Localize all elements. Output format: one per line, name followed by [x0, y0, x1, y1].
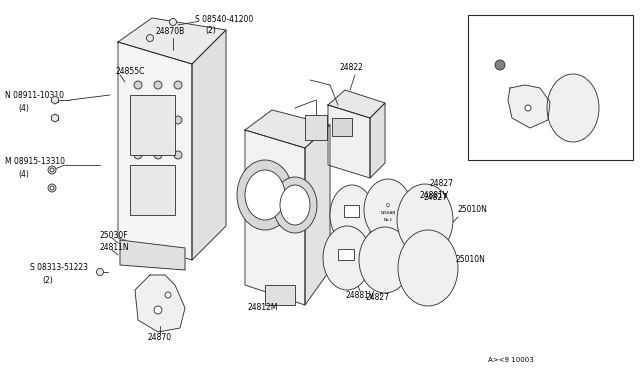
Polygon shape: [120, 240, 185, 270]
Circle shape: [147, 35, 154, 42]
Circle shape: [134, 81, 142, 89]
Bar: [468, 15, 633, 160]
Text: Q: Q: [386, 202, 390, 208]
Text: NISSAN: NISSAN: [380, 211, 396, 215]
Text: A><9 10003: A><9 10003: [488, 357, 534, 363]
Bar: [344, 205, 359, 217]
Polygon shape: [328, 90, 385, 118]
Bar: [305, 115, 327, 140]
Text: 24812M: 24812M: [248, 304, 278, 312]
Circle shape: [154, 306, 162, 314]
Circle shape: [50, 168, 54, 172]
Text: 24870: 24870: [148, 334, 172, 343]
Circle shape: [134, 186, 142, 194]
Polygon shape: [52, 96, 58, 104]
Text: (4): (4): [18, 103, 29, 112]
Polygon shape: [192, 30, 226, 260]
Polygon shape: [52, 114, 58, 122]
Ellipse shape: [245, 170, 285, 220]
Text: 24827: 24827: [423, 193, 447, 202]
Circle shape: [48, 166, 56, 174]
Text: 25010N: 25010N: [458, 205, 488, 215]
Text: 24822: 24822: [340, 64, 364, 73]
Circle shape: [154, 151, 162, 159]
Text: 24881V: 24881V: [420, 190, 449, 199]
Text: (2): (2): [42, 276, 52, 285]
Circle shape: [154, 186, 162, 194]
Circle shape: [165, 292, 171, 298]
Text: 24855C: 24855C: [115, 67, 145, 77]
Text: DP:VG30T(GLL): DP:VG30T(GLL): [473, 22, 538, 32]
Text: 24827: 24827: [555, 71, 579, 80]
Text: 24811N: 24811N: [100, 244, 130, 253]
Text: S 08540-41200: S 08540-41200: [195, 16, 253, 25]
Text: N 08911-10310: N 08911-10310: [5, 90, 64, 99]
Text: 24881V: 24881V: [345, 291, 374, 299]
Text: 24827: 24827: [430, 179, 454, 187]
Text: M 08915-13310: M 08915-13310: [5, 157, 65, 167]
Ellipse shape: [359, 227, 411, 293]
Text: 25010N: 25010N: [455, 256, 485, 264]
Ellipse shape: [237, 160, 293, 230]
Bar: [130, 165, 175, 215]
Bar: [332, 118, 352, 136]
Polygon shape: [245, 110, 330, 148]
Circle shape: [174, 81, 182, 89]
Bar: [130, 95, 175, 155]
Ellipse shape: [397, 184, 453, 256]
Circle shape: [134, 151, 142, 159]
Ellipse shape: [364, 179, 412, 241]
Circle shape: [97, 269, 104, 276]
Text: No.1: No.1: [383, 218, 392, 222]
Ellipse shape: [398, 230, 458, 306]
Polygon shape: [508, 85, 550, 128]
Ellipse shape: [330, 185, 374, 245]
Polygon shape: [118, 18, 226, 64]
Text: 24895M: 24895M: [510, 45, 541, 55]
Text: 25030F: 25030F: [100, 231, 129, 240]
Polygon shape: [245, 130, 305, 305]
Circle shape: [154, 116, 162, 124]
Circle shape: [174, 151, 182, 159]
Text: 24827: 24827: [366, 294, 390, 302]
Bar: [265, 285, 295, 305]
Circle shape: [525, 105, 531, 111]
Circle shape: [170, 19, 177, 26]
Circle shape: [50, 186, 54, 190]
Polygon shape: [370, 103, 385, 178]
Text: (4): (4): [18, 170, 29, 180]
Text: 24870B: 24870B: [155, 28, 184, 36]
Text: S 08313-51223: S 08313-51223: [30, 263, 88, 273]
Ellipse shape: [280, 185, 310, 225]
Ellipse shape: [323, 226, 371, 290]
Text: NISSAN: NISSAN: [560, 108, 576, 112]
Circle shape: [495, 60, 505, 70]
Polygon shape: [118, 42, 192, 260]
Ellipse shape: [273, 177, 317, 233]
Circle shape: [48, 184, 56, 192]
Text: (2): (2): [205, 26, 216, 35]
Text: Q: Q: [566, 99, 570, 105]
Polygon shape: [135, 275, 185, 332]
Polygon shape: [328, 105, 370, 178]
Ellipse shape: [547, 74, 599, 142]
Circle shape: [174, 116, 182, 124]
Circle shape: [154, 81, 162, 89]
Polygon shape: [305, 125, 330, 305]
Bar: [338, 249, 354, 260]
Text: No.1: No.1: [563, 116, 573, 120]
Circle shape: [134, 116, 142, 124]
